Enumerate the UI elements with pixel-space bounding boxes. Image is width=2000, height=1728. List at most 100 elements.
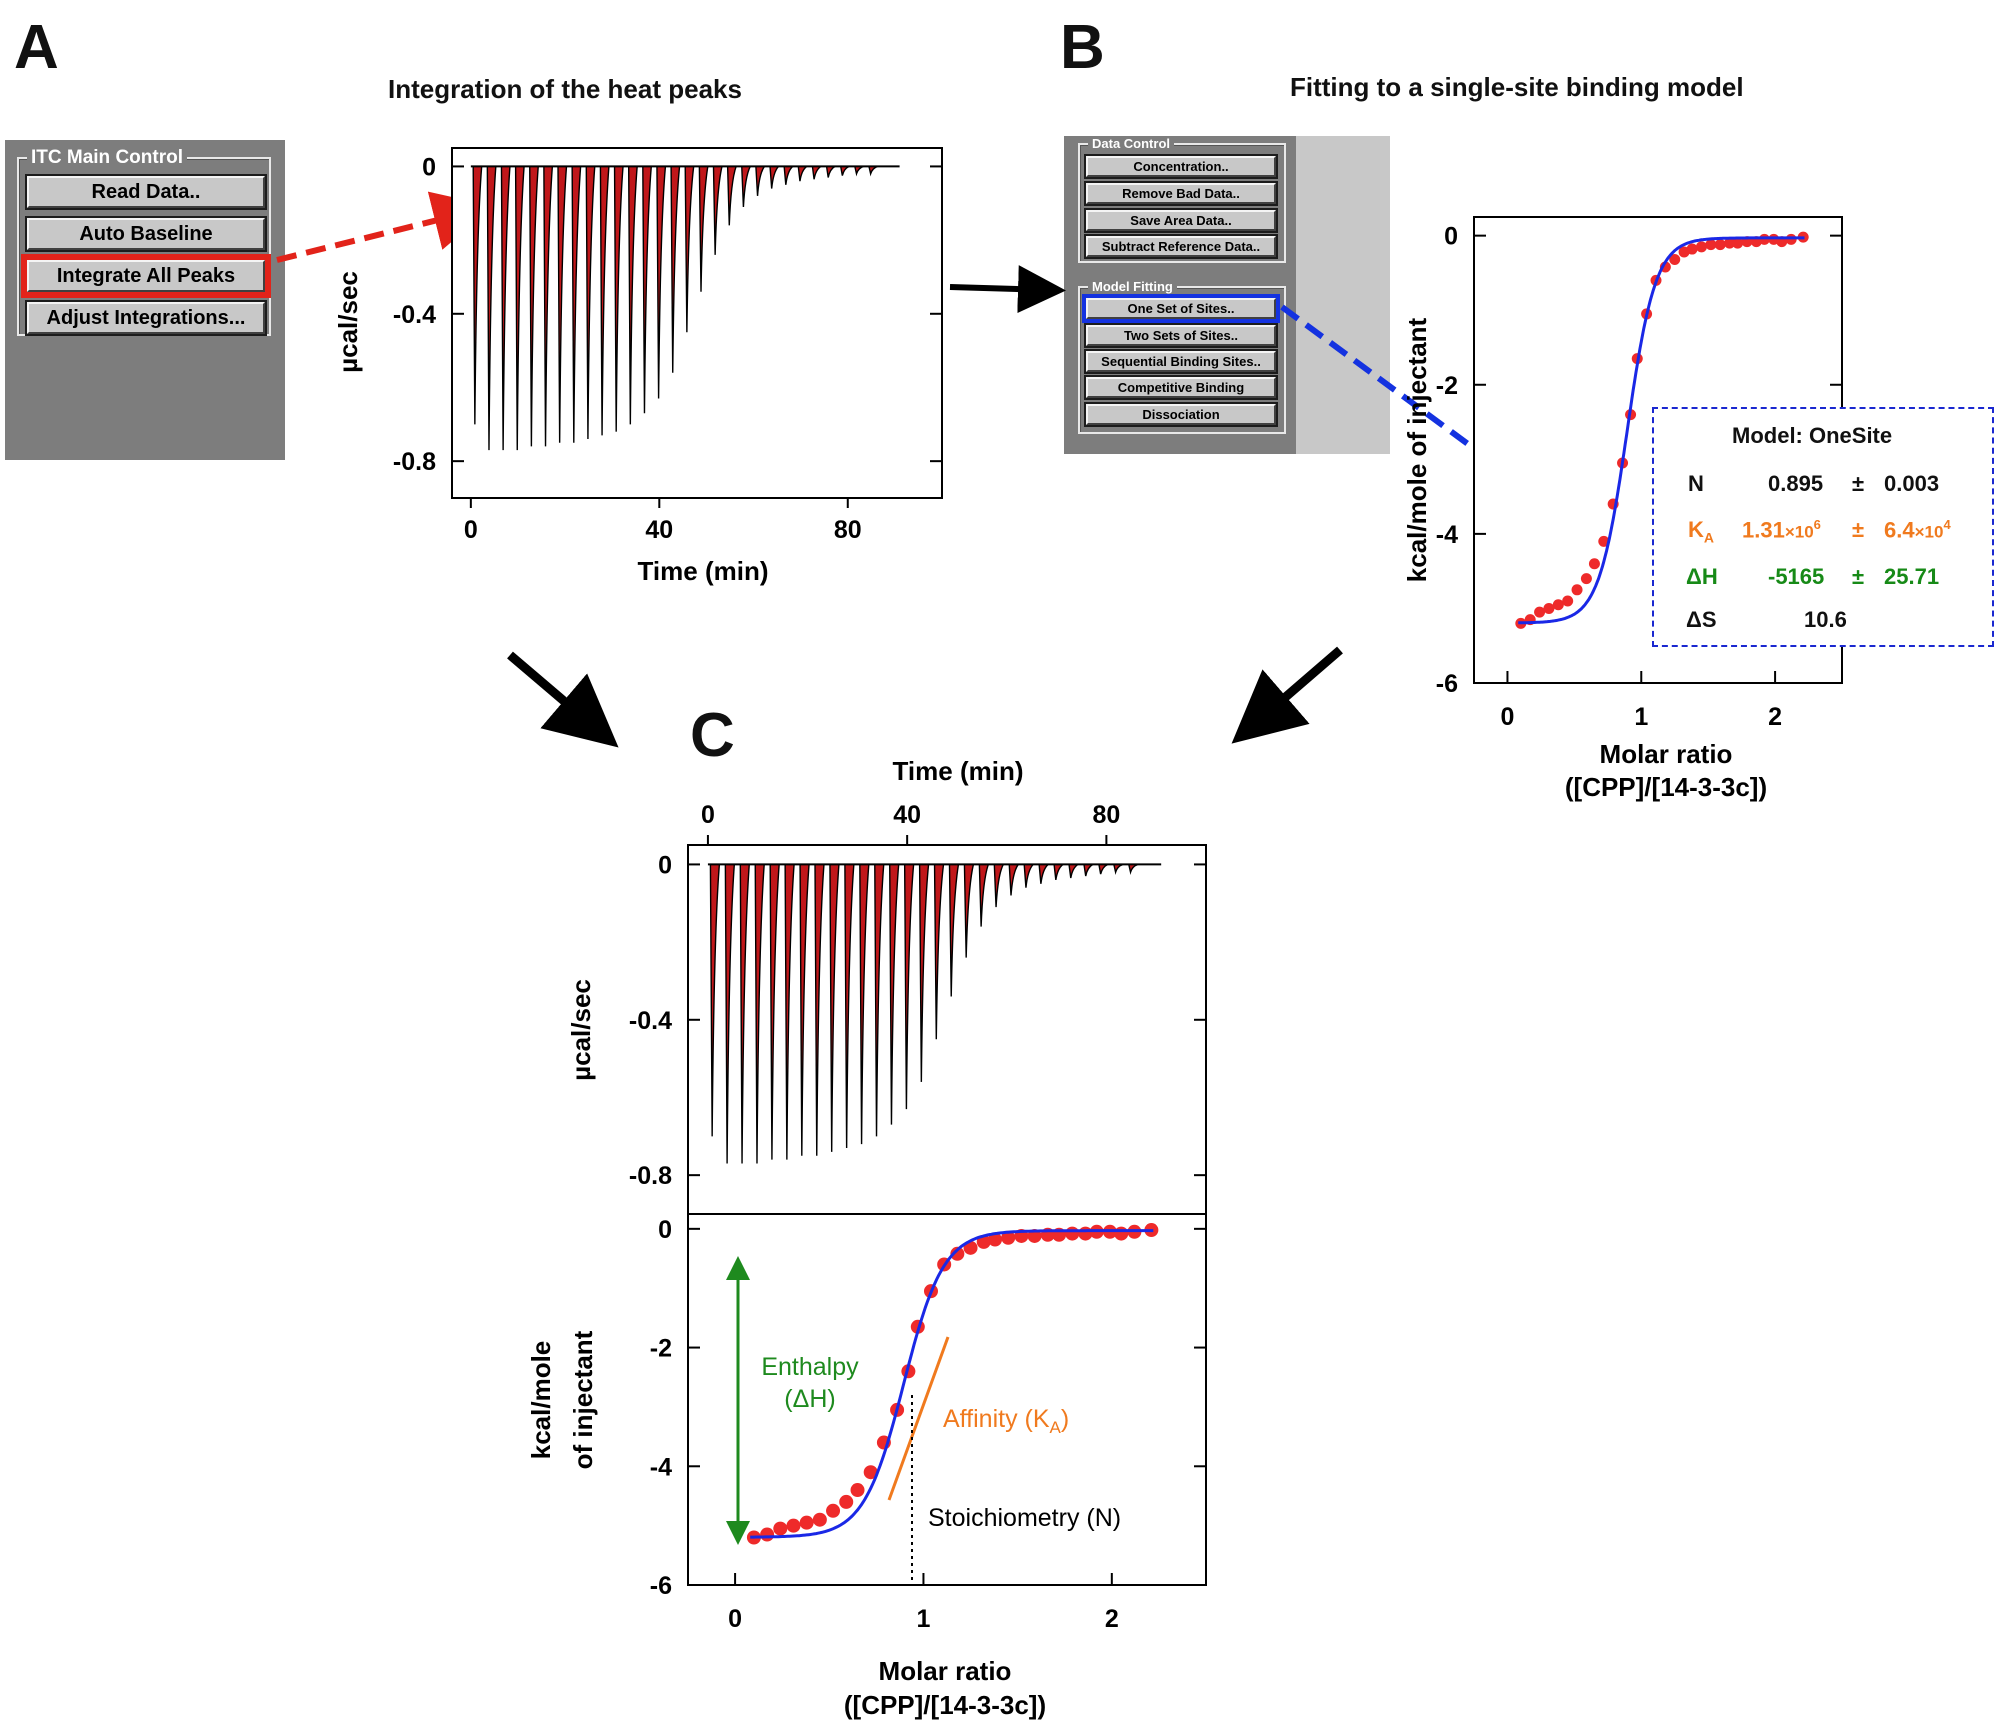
fit-model-name: Model: OneSite xyxy=(1732,423,1893,448)
isotherm-b-xlabel: Molar ratio xyxy=(1600,739,1733,769)
thermogram-a-xlabel: Time (min) xyxy=(638,556,769,586)
combined-c-isotherm-data-point xyxy=(950,1246,965,1261)
dissociation-button[interactable]: Dissociation xyxy=(1086,404,1276,425)
combined-c-thermogram-peak-trace xyxy=(874,864,885,1137)
panel-b-title: Fitting to a single-site binding model xyxy=(1290,72,1744,102)
thermogram-a-xtick-label: 0 xyxy=(464,516,478,544)
affinity-label: Affinity (KA) xyxy=(943,1405,1069,1437)
thermogram-a-peak-trace xyxy=(599,166,610,436)
two-sets-of-sites-button[interactable]: Two Sets of Sites.. xyxy=(1086,325,1276,346)
thermogram-a-peak-trace xyxy=(613,166,624,432)
subtract-reference-data-button[interactable]: Subtract Reference Data.. xyxy=(1086,236,1276,257)
combined-c-thermogram-xtick-label: 0 xyxy=(701,801,715,829)
one-set-of-sites-button[interactable]: One Set of Sites.. xyxy=(1086,298,1276,319)
concentration-button[interactable]: Concentration.. xyxy=(1086,156,1276,177)
origin-menu-window: Data Control Concentration.. Remove Bad … xyxy=(1064,136,1390,454)
affinity-label-main: Affinity (K xyxy=(943,1405,1050,1433)
thermogram-a-frame xyxy=(451,147,943,499)
combined-c-isotherm-data-point xyxy=(773,1521,788,1536)
fit-ka-pm: ± xyxy=(1852,517,1865,542)
combined-c-isotherm-ytick-label: -2 xyxy=(650,1335,672,1363)
thermogram-a-peak-trace xyxy=(755,166,765,196)
fit-ka-error: 6.4×104 xyxy=(1884,517,1951,543)
stoichiometry-label: Stoichiometry (N) xyxy=(928,1504,1121,1532)
thermogram-a-peak-trace xyxy=(557,166,568,443)
enthalpy-label-2: (ΔH) xyxy=(784,1385,835,1413)
isotherm-b-data-point xyxy=(1588,558,1600,570)
fit-ka-err-exponent: 4 xyxy=(1943,517,1951,532)
fit-ka-subscript: A xyxy=(1703,529,1715,546)
black-arrow-a-to-c xyxy=(507,651,619,748)
save-area-data-button[interactable]: Save Area Data.. xyxy=(1086,210,1276,231)
remove-bad-data-button[interactable]: Remove Bad Data.. xyxy=(1086,183,1276,204)
isotherm-b-xtick-label: 0 xyxy=(1501,703,1515,731)
fit-ka-exponent: 6 xyxy=(1813,517,1821,532)
combined-c-thermogram-peak-trace xyxy=(829,864,840,1152)
combined-c-chart: 0 -0.4 -0.8 0 40 80 0 -2 -4 -6 0 1 2 xyxy=(629,801,1207,1633)
isotherm-b-data-point xyxy=(1543,602,1555,614)
isotherm-b-data-point xyxy=(1705,239,1717,251)
affinity-label-close: ) xyxy=(1061,1405,1069,1433)
thermogram-a-peak-trace xyxy=(529,166,539,447)
black-arrow-b-to-c xyxy=(1231,646,1343,744)
fit-dh-value: -5165 xyxy=(1768,564,1825,589)
isotherm-b-data-point xyxy=(1562,595,1574,607)
combined-c-isotherm-data-point xyxy=(1114,1226,1129,1241)
isotherm-b-ytick-label: -4 xyxy=(1436,521,1458,549)
combined-c-thermogram-peak-trace xyxy=(1023,863,1034,888)
isotherm-b-data-point xyxy=(1534,606,1546,618)
competitive-binding-button[interactable]: Competitive Binding xyxy=(1086,377,1276,398)
thermogram-a-peak-trace xyxy=(670,166,681,373)
adjust-integrations-button[interactable]: Adjust Integrations... xyxy=(27,302,265,334)
combined-c-thermogram-peak-trace xyxy=(963,864,975,958)
combined-c-thermogram-xtick-label: 80 xyxy=(1092,801,1120,829)
data-control-title: Data Control xyxy=(1088,136,1174,151)
read-data-button[interactable]: Read Data.. xyxy=(27,176,265,208)
panel-letter-a: A xyxy=(14,13,59,82)
combined-c-isotherm-data-point xyxy=(1065,1226,1080,1241)
thermogram-a-ylabel: µcal/sec xyxy=(333,271,363,373)
isotherm-b-data-point xyxy=(1732,237,1744,249)
combined-c-isotherm-data-point xyxy=(786,1518,801,1533)
thermogram-a-ytick-label: -0.8 xyxy=(393,448,436,476)
affinity-label-sub: A xyxy=(1050,1418,1062,1437)
combined-c-isotherm-data-point xyxy=(760,1527,775,1542)
fit-ka-letter: K xyxy=(1688,517,1704,542)
isotherm-b-ytick-label: -2 xyxy=(1436,372,1458,400)
isotherm-b-data-point xyxy=(1669,253,1681,265)
combined-c-thermogram-peak-trace xyxy=(739,864,750,1164)
isotherm-b-ytick-label: -6 xyxy=(1436,670,1458,698)
integrate-all-peaks-button[interactable]: Integrate All Peaks xyxy=(27,260,265,292)
combined-c-thermogram-ytick-label: -0.4 xyxy=(629,1007,672,1035)
thermogram-a-peak-trace xyxy=(472,166,483,425)
fit-ka-label: KA xyxy=(1688,517,1714,545)
red-dashed-arrow xyxy=(276,191,494,263)
fit-dh-pm: ± xyxy=(1852,564,1865,589)
isotherm-b-data-point xyxy=(1598,535,1610,547)
fit-dh-error: 25.71 xyxy=(1884,564,1940,589)
thermogram-a-peak-trace xyxy=(783,165,794,185)
isotherm-b-data-point xyxy=(1714,239,1726,251)
fit-dh-label: ΔH xyxy=(1686,564,1718,589)
combined-c-thermogram-peak-trace xyxy=(978,864,990,927)
combined-c-thermogram-peak-trace xyxy=(903,864,915,1110)
combined-c-isotherm-data-point xyxy=(1001,1230,1016,1245)
combined-c-thermogram-peak-trace xyxy=(724,864,736,1164)
isotherm-b-data-point xyxy=(1695,241,1707,253)
combined-c-isotherm-ytick-label: -6 xyxy=(650,1572,672,1600)
combined-c-thermogram-peak-trace xyxy=(933,864,945,1040)
isotherm-b-xtick-label: 2 xyxy=(1768,703,1782,731)
affinity-tangent-line xyxy=(887,1336,950,1501)
isotherm-b-xlabel2: ([CPP]/[14-3-3c]) xyxy=(1565,772,1767,802)
combined-c-thermogram-xtick-label: 40 xyxy=(893,801,921,829)
fit-ds-label: ΔS xyxy=(1686,607,1717,632)
panel-letter-b: B xyxy=(1060,13,1105,82)
isotherm-b-data-point xyxy=(1571,584,1583,596)
combined-c-top-ylabel: µcal/sec xyxy=(566,979,596,1081)
fit-ka-err-mantissa: 6.4 xyxy=(1884,517,1915,543)
auto-baseline-button[interactable]: Auto Baseline xyxy=(27,218,265,250)
sequential-binding-sites-button[interactable]: Sequential Binding Sites.. xyxy=(1086,351,1276,372)
thermogram-a-ytick-label: 0 xyxy=(422,153,436,181)
combined-c-isotherm-data-point xyxy=(850,1483,865,1498)
combined-c-thermogram-ytick-label: 0 xyxy=(658,851,672,879)
